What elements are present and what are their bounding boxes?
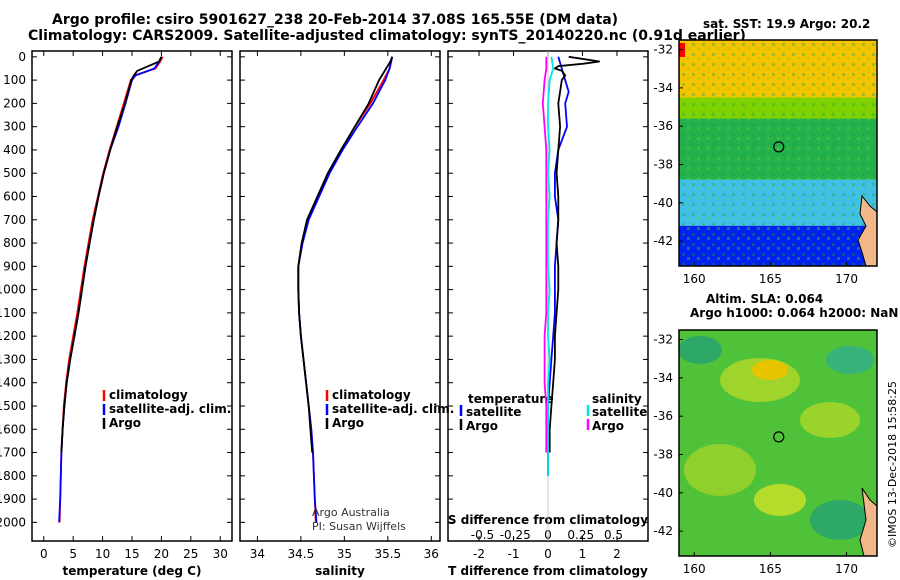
legend-diff-s-argo: Argo [592,419,624,433]
map-lon-label: 170 [835,562,858,576]
x-tick-label: 2 [613,547,621,561]
depth-tick-label: 1600 [0,422,26,436]
legend-diff-t-satellite: satellite [466,405,521,419]
depth-tick-label: 1100 [0,306,26,320]
depth-tick-label: 500 [3,166,26,180]
map-lon-label: 160 [683,272,706,286]
x-tick-label: 35 [337,547,352,561]
map-lat-label: -34 [653,81,673,95]
map-lat-label: -36 [653,409,673,423]
legend-label-satellite: satellite-adj. clim. [332,402,454,416]
salinity-tick-label: 0.25 [567,528,594,542]
depth-tick-label: 900 [3,259,26,273]
series-line-salinity-satellite [547,56,555,476]
temperature-profile-frame [31,50,233,542]
salinity-tick-label: -0.5 [471,528,494,542]
legend-diff-temperature: temperature [468,392,553,406]
x-tick-label: 0 [544,547,552,561]
legend-label-climatology: climatology [109,388,188,402]
x-tick-label: -1 [508,547,520,561]
map-lat-label: -32 [653,43,673,57]
depth-tick-label: 1900 [0,492,26,506]
x-axis-label: temperature (deg C) [63,564,202,578]
depth-tick-label: 1700 [0,446,26,460]
x-tick-label: 0 [40,547,48,561]
depth-tick-label: 0 [18,50,26,64]
legend-label-argo: Argo [332,416,364,430]
x-tick-label: 10 [95,547,110,561]
depth-tick-label: 1500 [0,399,26,413]
credit-line-2: PI: Susan Wijffels [312,520,406,533]
sla-float-marker [773,431,785,443]
x-axis-label: salinity [315,564,365,578]
depth-tick-label: 800 [3,236,26,250]
series-line-climatology [58,56,164,523]
x-tick-label: 1 [579,547,587,561]
legend-label-argo: Argo [109,416,141,430]
series-line-satellite-adj-clim- [297,56,394,523]
legend-diff-s-satellite: satellite [592,405,647,419]
plot-title-line2: Climatology: CARS2009. Satellite-adjuste… [28,28,746,44]
salinity-profile-frame [239,50,441,542]
legend-label-climatology: climatology [332,388,411,402]
depth-tick-label: 1800 [0,469,26,483]
map-lat-label: -40 [653,196,673,210]
depth-tick-label: 2000 [0,515,26,529]
credit-line-1: Argo Australia [312,506,390,519]
map-lat-label: -38 [653,447,673,461]
depth-tick-label: 200 [3,96,26,110]
x-tick-label: 34 [250,547,265,561]
depth-tick-label: 1200 [0,329,26,343]
depth-tick-label: 300 [3,120,26,134]
x-tick-label: -2 [473,547,485,561]
salinity-tick-label: 0.5 [604,528,623,542]
map-lat-label: -34 [653,371,673,385]
x-tick-label: 34.5 [288,547,315,561]
x-tick-label: 36 [424,547,439,561]
x-axis-label: T difference from climatology [448,564,648,578]
series-line-salinity-argo [541,56,548,453]
map-lat-label: -32 [653,333,673,347]
plot-title-line1: Argo profile: csiro 5901627_238 20-Feb-2… [52,12,619,28]
sst-map [678,39,878,267]
depth-tick-label: 1400 [0,376,26,390]
depth-tick-label: 1300 [0,352,26,366]
series-line-temperature-argo [548,55,600,453]
legend-label-satellite: satellite-adj. clim. [109,402,231,416]
coastline [857,194,877,266]
map-lon-label: 170 [835,272,858,286]
depth-tick-label: 700 [3,213,26,227]
map-lat-label: -40 [653,486,673,500]
depth-tick-label: 1000 [0,283,26,297]
legend-diff-t-argo: Argo [466,419,498,433]
legend-diff-salinity: salinity [592,392,642,406]
map-lat-label: -42 [653,234,673,248]
map-lon-label: 160 [683,562,706,576]
sla-map [678,329,878,557]
series-line-argo [297,56,394,453]
series-line-argo [60,56,163,453]
map-lon-label: 165 [759,562,782,576]
depth-tick-label: 600 [3,189,26,203]
map-lon-label: 165 [759,272,782,286]
series-line-satellite-adj-clim- [58,56,163,523]
map-lat-label: -36 [653,119,673,133]
sla-map-title-2: Argo h1000: 0.064 h2000: NaN [690,306,899,320]
x-tick-label: 25 [183,547,198,561]
x-tick-label: 35.5 [374,547,401,561]
depth-tick-label: 100 [3,73,26,87]
salinity-tick-label: -0.25 [500,528,531,542]
x-tick-label: 15 [124,547,139,561]
x-tick-label: 30 [213,547,228,561]
x-tick-label: 5 [69,547,77,561]
sst-float-marker [773,141,785,153]
depth-tick-label: 400 [3,143,26,157]
sla-map-title-1: Altim. SLA: 0.064 [706,292,824,306]
map-lat-label: -38 [653,157,673,171]
sst-map-title: sat. SST: 19.9 Argo: 20.2 [703,17,871,31]
map-lat-label: -42 [653,524,673,538]
imos-watermark: ©IMOS 13-Dec-2018 15:58:25 [886,381,899,548]
x-tick-label: 20 [154,547,169,561]
